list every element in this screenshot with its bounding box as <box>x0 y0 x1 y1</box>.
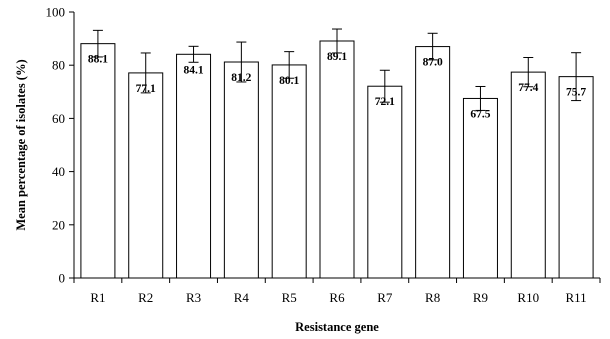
data-label-r11: 75.7 <box>566 87 586 99</box>
bar-r6 <box>319 40 355 279</box>
error-bar-r9 <box>475 85 486 111</box>
y-tick-label: 20 <box>52 217 65 232</box>
data-label-r10: 77.4 <box>518 82 538 94</box>
error-bars <box>92 28 582 111</box>
data-label-r5: 80.1 <box>279 75 299 87</box>
error-bar-r6 <box>332 28 342 54</box>
y-axis-ticks: 0 20 40 60 80 100 <box>46 5 74 286</box>
error-bar-r5 <box>284 51 295 79</box>
bar-r10 <box>510 71 546 279</box>
x-tick-label-r1: R1 <box>90 290 105 305</box>
x-axis-ticks: R1 R2 R3 R4 R5 R6 R7 R8 R9 R10 R11 <box>73 278 601 305</box>
error-bar-r7 <box>379 69 390 103</box>
data-label-r2: 77.1 <box>136 83 156 95</box>
bar-r7 <box>367 85 403 279</box>
y-tick-label: 60 <box>52 111 65 126</box>
data-labels: 88.1 77.1 84.1 81.2 80.1 89.1 72.1 87.0 67.5 77.4… <box>88 51 587 120</box>
y-tick-label: 40 <box>52 164 65 179</box>
error-bar-r10 <box>523 56 534 88</box>
x-tick-label-r10: R10 <box>517 290 539 305</box>
error-bar-r4 <box>236 41 247 83</box>
data-label-r7: 72.1 <box>375 96 395 108</box>
y-axis-title: Mean percentage of isolates (%) <box>14 59 28 230</box>
x-tick-label-r11: R11 <box>565 290 586 305</box>
y-tick-label: 0 <box>59 271 66 286</box>
data-label-r1: 88.1 <box>88 54 108 66</box>
bar-r2 <box>128 72 164 279</box>
y-tick-label: 80 <box>52 58 65 73</box>
data-label-r9: 67.5 <box>470 108 490 120</box>
x-tick-label-r7: R7 <box>377 290 393 305</box>
y-tick-label: 100 <box>46 5 66 20</box>
data-label-r3: 84.1 <box>183 64 203 76</box>
x-axis-title: Resistance gene <box>295 320 379 334</box>
bars <box>80 40 594 279</box>
error-bar-r2 <box>140 52 151 94</box>
bar-r1 <box>80 43 116 279</box>
bar-r4 <box>223 61 259 279</box>
bar-r11 <box>558 76 594 279</box>
data-label-r8: 87.0 <box>423 57 443 69</box>
x-tick-label-r2: R2 <box>138 290 153 305</box>
bar-r9 <box>462 97 498 279</box>
error-bar-r11 <box>571 52 582 102</box>
x-tick-label-r5: R5 <box>282 290 297 305</box>
error-bar-r1 <box>92 29 103 58</box>
bar-r5 <box>271 64 307 279</box>
x-tick-label-r9: R9 <box>473 290 488 305</box>
bar-r3 <box>176 53 212 279</box>
x-tick-label-r8: R8 <box>425 290 440 305</box>
bar-r8 <box>415 46 451 279</box>
x-tick-label-r6: R6 <box>329 290 345 305</box>
x-tick-label-r3: R3 <box>186 290 201 305</box>
data-label-r6: 89.1 <box>327 51 347 63</box>
error-bar-r8 <box>427 32 438 61</box>
x-tick-label-r4: R4 <box>234 290 250 305</box>
error-bar-r3 <box>188 45 199 63</box>
data-label-r4: 81.2 <box>231 72 251 84</box>
